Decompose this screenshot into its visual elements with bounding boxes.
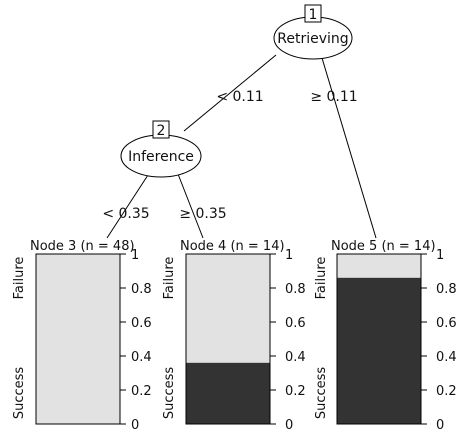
edge-label-1-2: < 0.11 [216,89,263,105]
terminal-node-4-tick-label: 1 [285,248,293,263]
terminal-node-3-tick-label: 0.4 [131,350,152,365]
terminal-node-4: Node 4 (n = 14) 1 0.8 0.6 0.4 0.2 0 Fail… [162,239,306,433]
terminal-node-3-tick-label: 1 [131,248,139,263]
split-node-1: Retrieving 1 [273,4,353,60]
terminal-node-3-tick-label: 0.8 [131,282,152,297]
terminal-node-4-tick-label: 0 [285,418,293,433]
terminal-node-4-label: Node 4 (n = 14) [180,239,285,254]
terminal-node-4-tick-label: 0.8 [285,282,306,297]
terminal-node-5-tick-label: 0.6 [436,316,457,331]
edge-1-5-line [321,57,377,239]
terminal-node-5-tick-label: 0.2 [436,384,457,399]
terminal-node-3-success-label: Success [12,367,27,420]
terminal-node-4-success-label: Success [162,367,177,420]
terminal-node-5: Node 5 (n = 14) 1 0.8 0.6 0.4 0.2 0 Fail… [314,239,457,433]
edge-label-2-3: < 0.35 [102,206,149,222]
terminal-node-5-tick-label: 1 [436,248,444,263]
split-node-1-label: Retrieving [277,31,348,47]
terminal-node-4-failure-label: Failure [162,257,177,300]
terminal-node-5-tick-label: 0.4 [436,350,457,365]
terminal-node-4-success-bar [186,362,270,424]
edge-2-4-line [177,173,204,239]
edge-label-1-5: ≥ 0.11 [310,89,357,105]
terminal-node-3-frame [35,253,121,425]
terminal-node-5-failure-label: Failure [314,257,329,300]
terminal-node-4-tick-label: 0.2 [285,384,306,399]
terminal-node-5-success-label: Success [314,367,329,420]
terminal-node-5-success-bar [337,277,421,424]
terminal-node-3-label: Node 3 (n = 48) [30,239,135,254]
terminal-node-5-frame [336,253,422,425]
terminal-node-3-failure-bar [36,254,120,424]
terminal-node-5-tick-label: 0 [436,418,444,433]
terminal-node-4-tick-label: 0.4 [285,350,306,365]
edge-label-2-4: ≥ 0.35 [179,206,226,222]
terminal-node-3-tick-label: 0.6 [131,316,152,331]
terminal-node-5-failure-bar [337,254,421,278]
split-node-2-id-box [152,120,170,139]
terminal-node-3-failure-label: Failure [12,257,27,300]
terminal-node-5-label: Node 5 (n = 14) [331,239,436,254]
terminal-node-5-tick-label: 0.8 [436,282,457,297]
split-node-1-id: 1 [309,7,318,23]
split-node-2-id: 2 [157,123,166,139]
edge-2-3-line [106,174,149,239]
split-node-1-id-box [304,4,322,23]
terminal-node-3-tick-label: 0 [131,418,139,433]
terminal-node-3: Node 3 (n = 48) 1 0.8 0.6 0.4 0.2 0 Fail… [12,239,152,433]
terminal-node-4-frame [185,253,271,425]
terminal-node-4-failure-bar [186,254,270,363]
split-node-2-label: Inference [128,149,194,165]
terminal-node-3-tick-label: 0.2 [131,384,152,399]
edge-1-2-line [183,54,277,132]
split-node-2: Inference 2 [120,120,202,178]
terminal-node-4-tick-label: 0.6 [285,316,306,331]
